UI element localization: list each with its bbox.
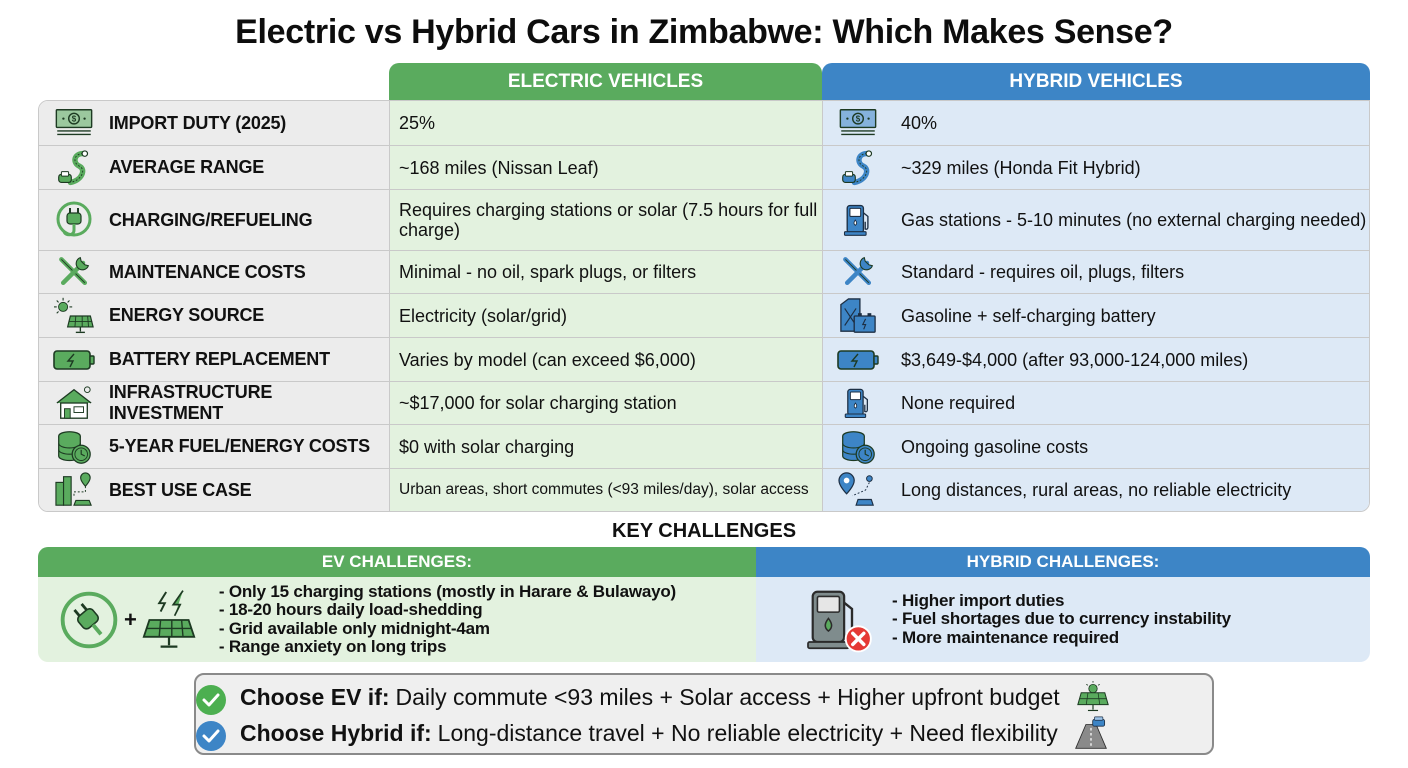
hybrid-challenges-list: - Higher import duties - Fuel shortages …	[892, 590, 1231, 648]
coins-clock-icon	[39, 429, 109, 465]
check-circle-icon	[196, 721, 226, 751]
row-label: CHARGING/REFUELING	[109, 209, 313, 230]
hybrid-value: Standard - requires oil, plugs, filters	[901, 262, 1185, 282]
row-label: 5-YEAR FUEL/ENERGY COSTS	[109, 436, 370, 456]
verdict-ev: Choose EV if: Daily commute <93 miles + …	[240, 679, 1110, 715]
row-label: BEST USE CASE	[109, 479, 252, 500]
ev-value: Varies by model (can exceed $6,000)	[390, 338, 823, 381]
coins-clock-icon	[823, 429, 893, 465]
fuel-pump-no-icon	[806, 587, 876, 653]
page-title: Electric vs Hybrid Cars in Zimbabwe: Whi…	[235, 13, 1173, 51]
check-circle-icon	[196, 685, 226, 715]
ev-value: Minimal - no oil, spark plugs, or filter…	[390, 251, 823, 293]
verdict-hybrid: Choose Hybrid if: Long-distance travel +…	[240, 715, 1108, 751]
column-header-hybrid: HYBRID VEHICLES	[822, 63, 1370, 100]
verdict-hybrid-text: Long-distance travel + No reliable elect…	[437, 719, 1058, 746]
ev-value: $0 with solar charging	[390, 425, 823, 468]
ev-value: Urban areas, short commutes (<93 miles/d…	[390, 469, 823, 511]
winding-road-car-icon	[39, 150, 109, 186]
challenge-item: - Only 15 charging stations (mostly in H…	[218, 581, 677, 601]
ev-value: Requires charging stations or solar (7.5…	[390, 190, 823, 250]
hybrid-value: Ongoing gasoline costs	[901, 436, 1089, 457]
hybrid-value: ~329 miles (Honda Fit Hybrid)	[901, 157, 1141, 178]
hybrid-value: Gas stations - 5-10 minutes (no external…	[901, 210, 1367, 230]
battery-icon	[39, 348, 109, 372]
plug-icon	[58, 589, 120, 651]
table-row: 5-YEAR FUEL/ENERGY COSTS $0 with solar c…	[39, 424, 1369, 468]
table-row: IMPORT DUTY (2025) 25% 40%	[39, 101, 1369, 145]
challenge-item: - More maintenance required	[892, 627, 1119, 647]
ev-challenges-panel: EV CHALLENGES: + - Only 15 charging stat…	[38, 547, 756, 662]
table-row: MAINTENANCE COSTS Minimal - no oil, spar…	[39, 250, 1369, 293]
ev-challenges-list: - Only 15 charging stations (mostly in H…	[218, 581, 677, 657]
hybrid-value: Gasoline + self-charging battery	[901, 305, 1156, 326]
hybrid-value: $3,649-$4,000 (after 93,000-124,000 mile…	[901, 349, 1249, 370]
city-location-car-icon	[39, 471, 109, 509]
hybrid-value: None required	[901, 393, 1016, 413]
row-label: INFRASTRUCTURE INVESTMENT	[109, 382, 273, 423]
verdict-ev-lead: Choose EV if:	[240, 683, 390, 710]
money-icon	[39, 108, 109, 138]
verdict-hybrid-lead: Choose Hybrid if:	[240, 719, 432, 746]
fuel-pump-icon	[823, 201, 893, 239]
row-label: AVERAGE RANGE	[109, 157, 265, 177]
location-route-car-icon	[823, 471, 893, 509]
row-label: BATTERY REPLACEMENT	[109, 349, 330, 369]
ev-challenges-heading: EV CHALLENGES:	[38, 547, 756, 577]
hybrid-value: 40%	[901, 113, 938, 133]
table-body: IMPORT DUTY (2025) 25% 40% AVERAGE RANGE…	[38, 100, 1370, 512]
table-row: BEST USE CASE Urban areas, short commute…	[39, 468, 1369, 511]
wrench-screwdriver-icon	[39, 254, 109, 290]
verdict-ev-text: Daily commute <93 miles + Solar access +…	[395, 683, 1060, 710]
fuel-pump-icon	[823, 385, 893, 421]
table-row: AVERAGE RANGE ~168 miles (Nissan Leaf) ~…	[39, 145, 1369, 189]
row-label: IMPORT DUTY (2025)	[109, 112, 287, 133]
table-row: INFRASTRUCTURE INVESTMENT ~$17,000 for s…	[39, 381, 1369, 424]
challenge-item: - Range anxiety on long trips	[218, 637, 447, 656]
column-header-ev: ELECTRIC VEHICLES	[389, 63, 822, 100]
plus-sign: +	[124, 606, 137, 632]
table-row: BATTERY REPLACEMENT Varies by model (can…	[39, 337, 1369, 381]
hybrid-value: Long distances, rural areas, no reliable…	[901, 480, 1292, 500]
money-icon	[823, 108, 893, 138]
verdict-box: Choose EV if: Daily commute <93 miles + …	[194, 673, 1214, 755]
wrench-screwdriver-icon	[823, 254, 893, 290]
key-challenges-title: KEY CHALLENGES	[611, 520, 797, 542]
solar-house-icon	[39, 384, 109, 422]
road-car-icon	[1074, 716, 1108, 750]
row-label: ENERGY SOURCE	[109, 305, 265, 325]
hybrid-challenges-panel: HYBRID CHALLENGES: - Higher import dutie…	[756, 547, 1370, 662]
jerrycan-battery-icon	[823, 297, 893, 335]
challenge-item: - 18-20 hours daily load-shedding	[218, 600, 483, 619]
table-row: ENERGY SOURCE Electricity (solar/grid) G…	[39, 293, 1369, 337]
ev-value: ~$17,000 for solar charging station	[390, 382, 823, 424]
ev-value: Electricity (solar/grid)	[390, 294, 823, 337]
ev-value: ~168 miles (Nissan Leaf)	[390, 146, 823, 189]
table-row: CHARGING/REFUELING Requires charging sta…	[39, 189, 1369, 250]
challenge-item: - Higher import duties	[892, 590, 1065, 610]
ev-value: 25%	[390, 101, 823, 145]
sun-solar-panel-icon	[39, 297, 109, 335]
challenge-item: - Grid available only midnight-4am	[218, 618, 490, 638]
solar-panel-icon	[1076, 681, 1110, 713]
challenge-item: - Fuel shortages due to currency instabi…	[892, 609, 1231, 629]
plug-icon	[39, 200, 109, 240]
row-label: MAINTENANCE COSTS	[109, 261, 306, 282]
winding-road-car-icon	[823, 150, 893, 186]
hybrid-challenges-heading: HYBRID CHALLENGES:	[756, 547, 1370, 577]
solar-lightning-icon	[141, 589, 197, 651]
battery-icon	[823, 348, 893, 372]
